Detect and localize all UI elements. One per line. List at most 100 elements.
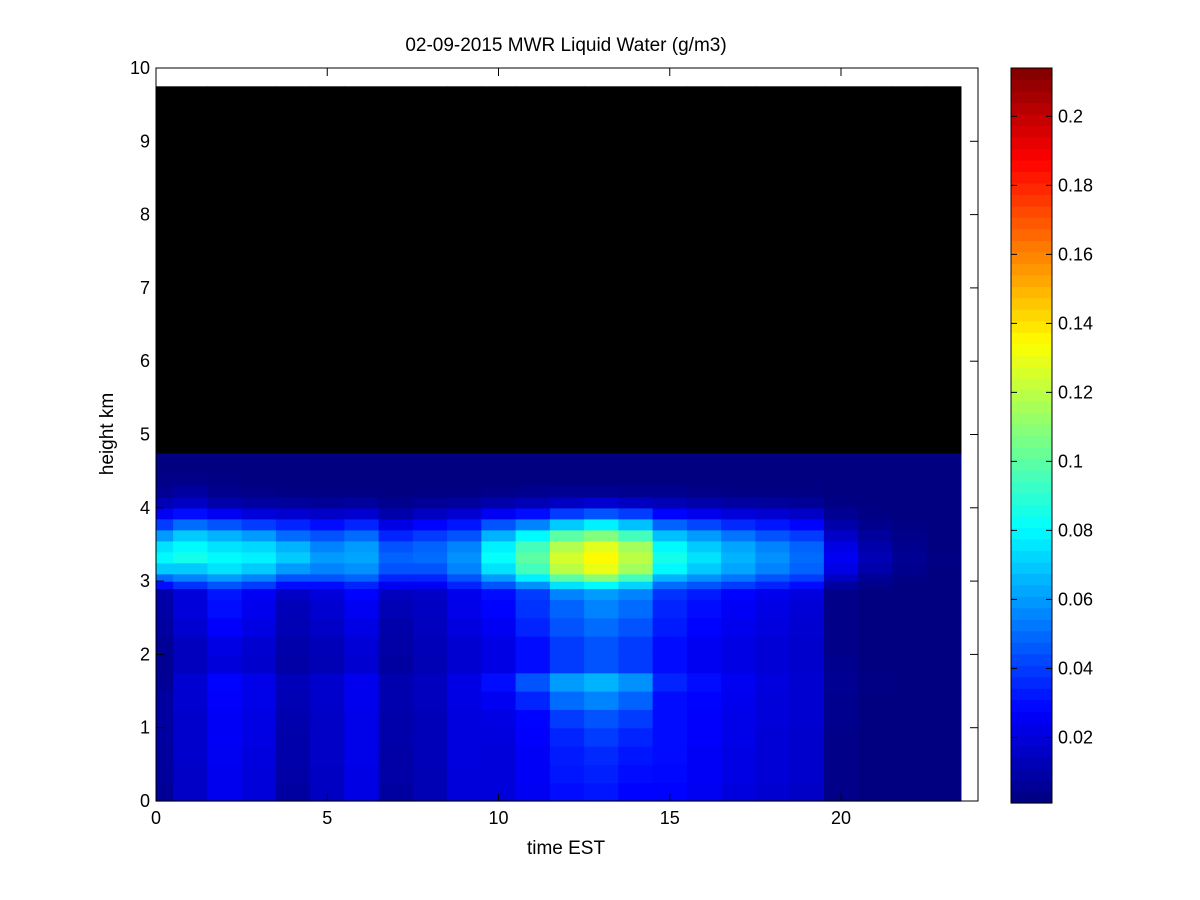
heatmap-cell	[515, 397, 551, 436]
heatmap-cell	[858, 672, 893, 692]
heatmap-cell	[275, 86, 311, 362]
heatmap-cell	[173, 764, 208, 784]
colorbar-swatch	[1011, 711, 1052, 724]
heatmap-cell	[549, 654, 585, 674]
heatmap-cell	[686, 540, 722, 553]
heatmap-cell	[584, 588, 619, 601]
heatmap-cell	[789, 529, 825, 542]
heatmap-cell	[207, 573, 243, 582]
heatmap-cell	[156, 551, 174, 564]
heatmap-cell	[344, 485, 380, 498]
heatmap-cell	[892, 691, 928, 710]
heatmap-cell	[378, 654, 414, 674]
heatmap-cell	[755, 709, 791, 729]
heatmap-cell	[310, 485, 345, 498]
heatmap-cell	[412, 452, 448, 472]
heatmap-cell	[207, 599, 243, 619]
colorbar-tick-label: 0.08	[1058, 520, 1093, 540]
heatmap-cell	[156, 672, 174, 692]
colorbar-swatch	[1011, 286, 1052, 299]
heatmap-cell	[173, 452, 208, 472]
heatmap-cell	[378, 518, 414, 531]
heatmap-cell	[549, 562, 585, 575]
heatmap-cell	[241, 551, 277, 564]
heatmap-cell	[156, 471, 174, 487]
heatmap-cell	[275, 496, 311, 509]
colorbar-swatch	[1011, 217, 1052, 230]
heatmap-cell	[310, 588, 345, 601]
heatmap-cell	[378, 507, 414, 520]
colorbar-swatch	[1011, 240, 1052, 253]
heatmap-cell	[686, 434, 722, 454]
heatmap-cell	[310, 361, 345, 399]
heatmap-cell	[275, 617, 311, 637]
heatmap-cell	[618, 452, 654, 472]
heatmap-cell	[515, 361, 551, 399]
heatmap-cell	[515, 746, 551, 765]
heatmap-cell	[823, 581, 859, 590]
heatmap-cell	[481, 434, 517, 454]
heatmap-cell	[207, 709, 243, 729]
colorbar-tick-label: 0.02	[1058, 727, 1093, 747]
heatmap-cell	[515, 581, 551, 590]
heatmap-cell	[686, 764, 722, 784]
heatmap-cell	[755, 672, 791, 692]
heatmap-cell	[789, 573, 825, 582]
heatmap-cell	[584, 361, 619, 399]
colorbar-swatch	[1011, 68, 1052, 81]
heatmap-cell	[652, 434, 688, 454]
heatmap-cell	[789, 397, 825, 436]
heatmap-cell	[823, 471, 859, 487]
heatmap-cell	[584, 452, 619, 472]
heatmap-cell	[310, 746, 345, 765]
heatmap-cell	[584, 507, 619, 520]
heatmap-cell	[412, 782, 448, 802]
heatmap-cell	[515, 691, 551, 710]
heatmap-cell	[515, 709, 551, 729]
heatmap-cell	[156, 691, 174, 710]
heatmap-cell	[378, 529, 414, 542]
heatmap-cell	[618, 540, 654, 553]
heatmap-cell	[156, 764, 174, 784]
heatmap-cell	[721, 397, 756, 436]
heatmap-cell	[789, 507, 825, 520]
heatmap-cell	[618, 529, 654, 542]
heatmap-cell	[241, 581, 277, 590]
heatmap-cell	[173, 691, 208, 710]
heatmap-cell	[892, 573, 928, 582]
heatmap-cell	[892, 727, 928, 747]
heatmap-cell	[515, 764, 551, 784]
colorbar-swatch	[1011, 780, 1052, 793]
heatmap-cell	[412, 397, 448, 436]
heatmap-cell	[207, 471, 243, 487]
heatmap-cell	[755, 496, 791, 509]
colorbar-swatch	[1011, 538, 1052, 551]
heatmap-cell	[858, 471, 893, 487]
heatmap-cell	[344, 507, 380, 520]
heatmap-cell	[892, 434, 928, 454]
heatmap-cell	[584, 764, 619, 784]
heatmap-cell	[173, 709, 208, 729]
heatmap-cell	[515, 599, 551, 619]
heatmap-cell	[515, 485, 551, 498]
y-tick-label: 0	[140, 791, 150, 811]
heatmap-cell	[275, 727, 311, 747]
heatmap-cell	[823, 86, 859, 362]
heatmap-cell	[618, 782, 654, 802]
heatmap-cell	[618, 86, 654, 362]
heatmap-cell	[447, 573, 482, 582]
heatmap-cell	[447, 452, 482, 472]
heatmap-cell	[892, 617, 928, 637]
heatmap-cell	[926, 581, 962, 590]
heatmap-cell	[447, 361, 482, 399]
heatmap-cell	[275, 471, 311, 487]
heatmap-cell	[207, 727, 243, 747]
heatmap-cell	[721, 746, 756, 765]
heatmap-cell	[447, 782, 482, 802]
heatmap-cell	[721, 86, 756, 362]
heatmap-cell	[515, 617, 551, 637]
heatmap-cell	[344, 672, 380, 692]
heatmap-cell	[515, 471, 551, 487]
colorbar-tick-label: 0.12	[1058, 382, 1093, 402]
colorbar-swatch	[1011, 113, 1052, 127]
